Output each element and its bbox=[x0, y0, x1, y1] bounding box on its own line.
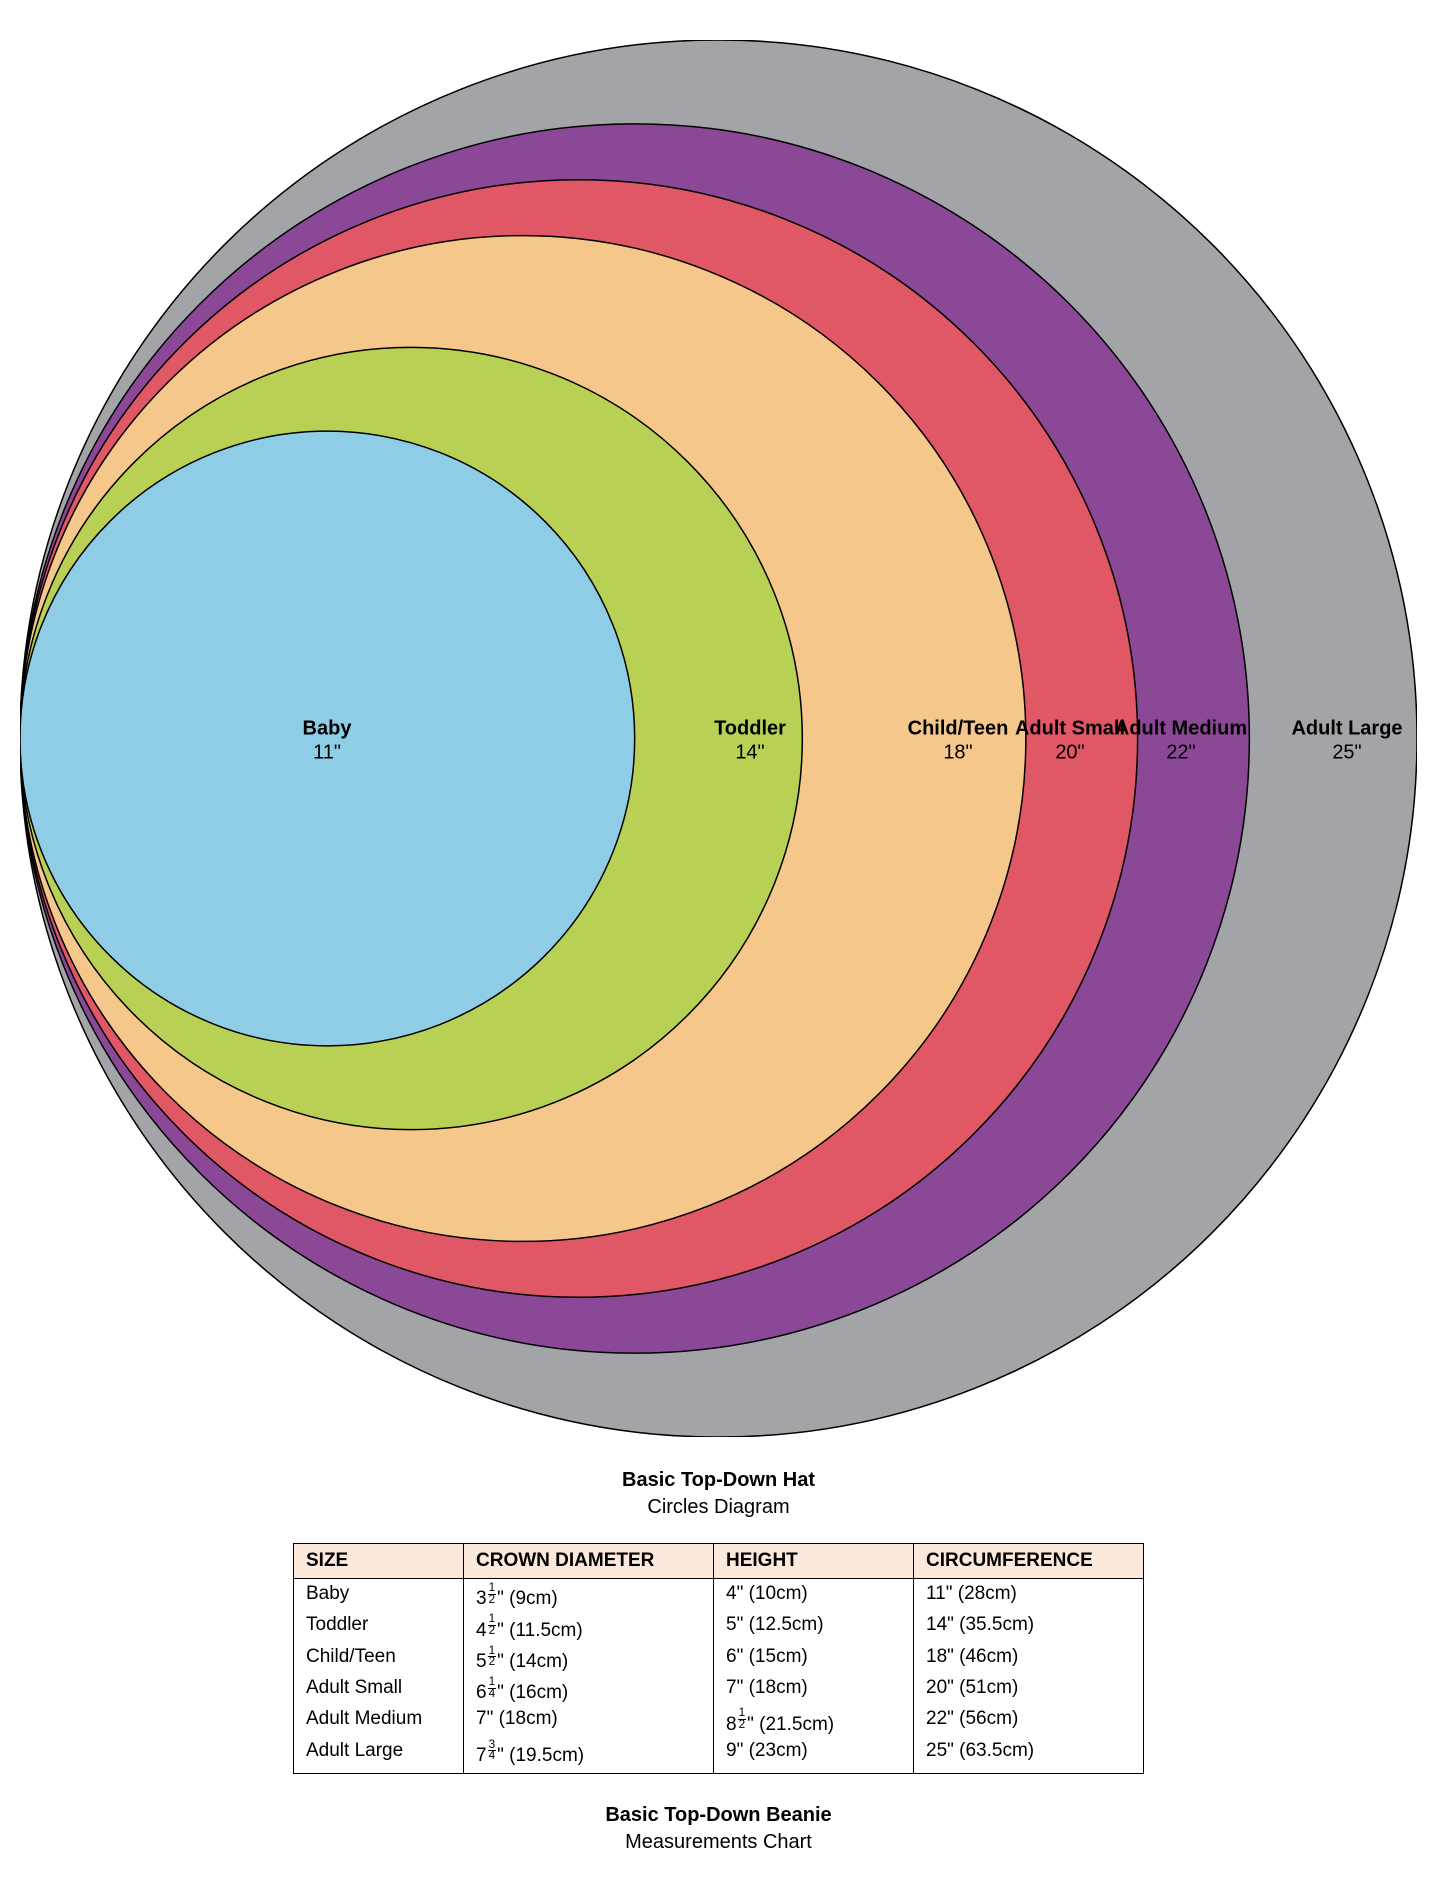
circle-label-name: Adult Small bbox=[1015, 718, 1125, 740]
cell-circumference: 20" (51cm) bbox=[914, 1675, 1144, 1706]
cell-height: 7" (18cm) bbox=[714, 1675, 914, 1706]
cell-circumference: 18" (46cm) bbox=[914, 1644, 1144, 1675]
circle-label-name: Baby bbox=[303, 718, 353, 740]
circle-label-measurement: 18" bbox=[943, 742, 972, 764]
cell-size: Child/Teen bbox=[294, 1644, 464, 1675]
diagram-caption: Basic Top-Down Hat Circles Diagram bbox=[20, 1467, 1417, 1521]
cell-crown-diameter: 512" (14cm) bbox=[464, 1644, 714, 1675]
circle-label-measurement: 20" bbox=[1055, 742, 1084, 764]
table-caption: Basic Top-Down Beanie Measurements Chart bbox=[20, 1802, 1417, 1856]
circle-label-name: Adult Medium bbox=[1115, 718, 1247, 740]
cell-height: 5" (12.5cm) bbox=[714, 1612, 914, 1643]
circle-label-measurement: 25" bbox=[1332, 742, 1361, 764]
cell-height: 9" (23cm) bbox=[714, 1738, 914, 1774]
table-row: Adult Medium7" (18cm)812" (21.5cm)22" (5… bbox=[294, 1706, 1144, 1737]
cell-size: Adult Medium bbox=[294, 1706, 464, 1737]
table-title: Basic Top-Down Beanie bbox=[20, 1802, 1417, 1829]
cell-crown-diameter: 312" (9cm) bbox=[464, 1579, 714, 1613]
circle-label-name: Child/Teen bbox=[908, 718, 1009, 740]
circle-label-measurement: 22" bbox=[1166, 742, 1195, 764]
cell-height: 4" (10cm) bbox=[714, 1579, 914, 1613]
table-header-row: SIZECROWN DIAMETERHEIGHTCIRCUMFERENCE bbox=[294, 1544, 1144, 1579]
table-row: Adult Large734" (19.5cm)9" (23cm)25" (63… bbox=[294, 1738, 1144, 1774]
circle-label-measurement: 14" bbox=[735, 742, 764, 764]
nested-circles-svg: Adult Large25" Adult Medium22" Adult Small… bbox=[20, 40, 1417, 1437]
cell-circumference: 25" (63.5cm) bbox=[914, 1738, 1144, 1774]
table-column-header: HEIGHT bbox=[714, 1544, 914, 1579]
cell-circumference: 22" (56cm) bbox=[914, 1706, 1144, 1737]
table-column-header: CIRCUMFERENCE bbox=[914, 1544, 1144, 1579]
circle-label-name: Adult Large bbox=[1291, 718, 1402, 740]
table-column-header: SIZE bbox=[294, 1544, 464, 1579]
hat-circles-diagram: Adult Large25"Adult Medium22"Adult Small… bbox=[20, 40, 1417, 1856]
cell-size: Adult Large bbox=[294, 1738, 464, 1774]
table-subtitle: Measurements Chart bbox=[20, 1829, 1417, 1856]
cell-size: Adult Small bbox=[294, 1675, 464, 1706]
table-row: Baby312" (9cm)4" (10cm)11" (28cm) bbox=[294, 1579, 1144, 1613]
cell-crown-diameter: 7" (18cm) bbox=[464, 1706, 714, 1737]
cell-height: 812" (21.5cm) bbox=[714, 1706, 914, 1737]
table-row: Adult Small614" (16cm)7" (18cm)20" (51cm… bbox=[294, 1675, 1144, 1706]
table-row: Child/Teen512" (14cm)6" (15cm)18" (46cm) bbox=[294, 1644, 1144, 1675]
cell-size: Toddler bbox=[294, 1612, 464, 1643]
diagram-subtitle: Circles Diagram bbox=[20, 1494, 1417, 1521]
measurements-table: SIZECROWN DIAMETERHEIGHTCIRCUMFERENCE Ba… bbox=[293, 1543, 1144, 1774]
table-column-header: CROWN DIAMETER bbox=[464, 1544, 714, 1579]
cell-height: 6" (15cm) bbox=[714, 1644, 914, 1675]
circle-label-name: Toddler bbox=[714, 718, 786, 740]
table-row: Toddler412" (11.5cm)5" (12.5cm)14" (35.5… bbox=[294, 1612, 1144, 1643]
circle-label-measurement: 11" bbox=[313, 742, 341, 764]
cell-circumference: 11" (28cm) bbox=[914, 1579, 1144, 1613]
diagram-title: Basic Top-Down Hat bbox=[20, 1467, 1417, 1494]
cell-crown-diameter: 734" (19.5cm) bbox=[464, 1738, 714, 1774]
cell-size: Baby bbox=[294, 1579, 464, 1613]
cell-crown-diameter: 614" (16cm) bbox=[464, 1675, 714, 1706]
cell-crown-diameter: 412" (11.5cm) bbox=[464, 1612, 714, 1643]
cell-circumference: 14" (35.5cm) bbox=[914, 1612, 1144, 1643]
